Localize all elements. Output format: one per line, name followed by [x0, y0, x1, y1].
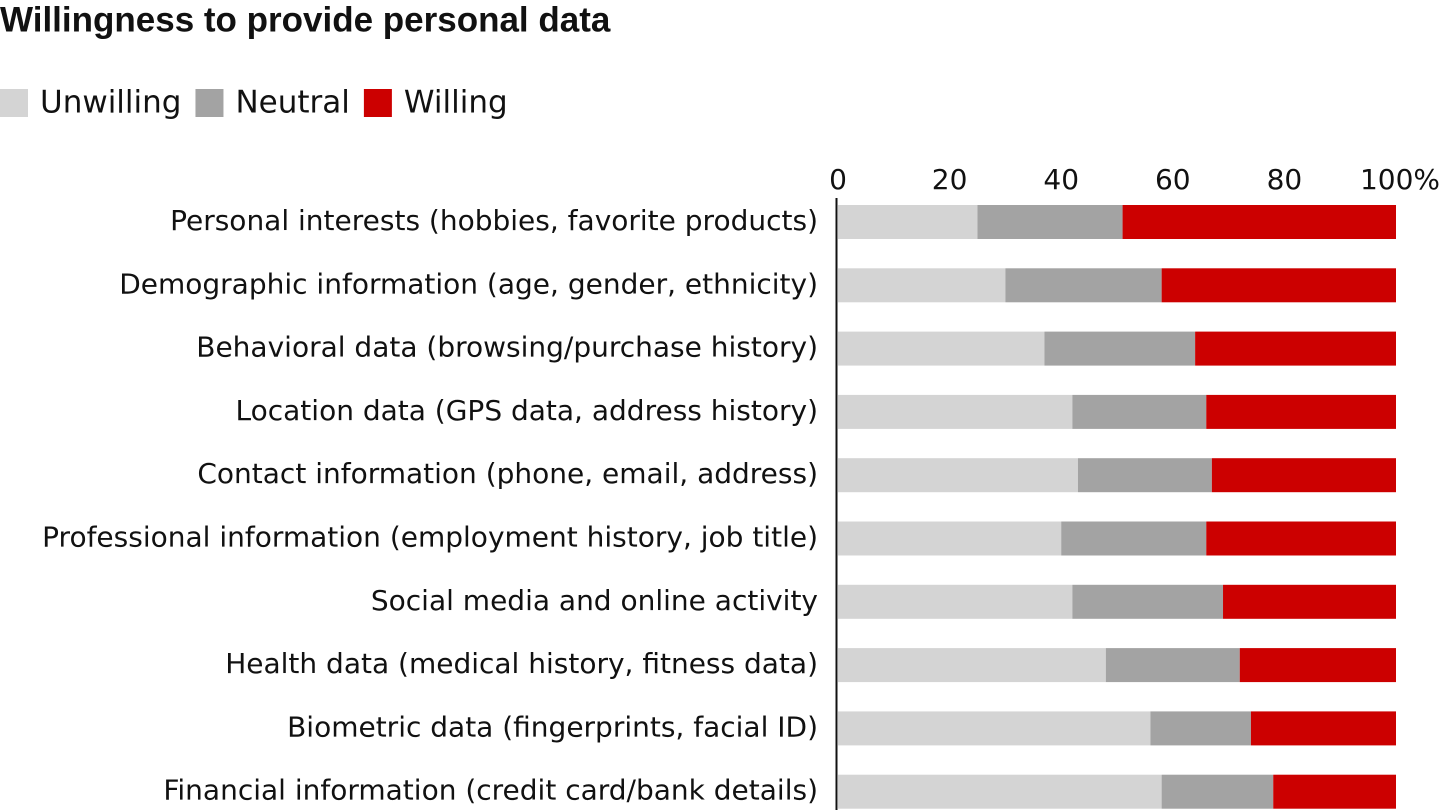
bar-segment — [838, 458, 1078, 493]
bar-segment — [838, 648, 1106, 683]
y-tick-label: Social media and online activity — [371, 584, 818, 617]
bar-segment — [1077, 458, 1212, 493]
legend-swatch — [363, 89, 392, 117]
bar-segment — [1206, 521, 1396, 556]
y-tick-label: Personal interests (hobbies, favorite pr… — [170, 204, 818, 237]
x-tick-label: 20 — [932, 163, 968, 196]
y-tick-label: Contact information (phone, email, addre… — [197, 457, 818, 490]
x-tick-label: 40 — [1043, 163, 1079, 196]
bar-segment — [838, 205, 978, 239]
y-tick-label: Biometric data (fingerprints, facial ID) — [287, 710, 818, 743]
y-tick-label: Financial information (credit card/bank … — [163, 774, 818, 807]
y-tick-label: Demographic information (age, gender, et… — [119, 267, 818, 300]
legend-label: Neutral — [235, 85, 349, 121]
bar-segment — [838, 268, 1006, 303]
bar-segment — [1239, 648, 1396, 683]
bar-segment — [1273, 774, 1396, 809]
y-tick-label: Location data (GPS data, address history… — [236, 394, 818, 427]
bar-segment — [1161, 774, 1274, 809]
bar-segment — [838, 521, 1062, 556]
legend-label: Willing — [404, 85, 508, 121]
bar-segment — [1195, 331, 1396, 366]
bar-segment — [1005, 268, 1162, 303]
legend-swatch — [195, 89, 224, 117]
bar-segment — [1206, 394, 1396, 429]
legend-label: Unwilling — [40, 85, 181, 121]
bar-segment — [1161, 268, 1396, 303]
x-tick-label: 100% — [1360, 163, 1440, 196]
bar-segment — [1072, 584, 1224, 619]
y-tick-label: Health data (medical history, fitness da… — [225, 647, 818, 680]
bar-segment — [838, 584, 1073, 619]
bar-segment — [1105, 648, 1240, 683]
x-tick-label: 80 — [1267, 163, 1303, 196]
bar-segment — [838, 774, 1162, 809]
bar-segment — [1250, 711, 1396, 746]
bar-segment — [1044, 331, 1196, 366]
x-tick-label: 60 — [1155, 163, 1191, 196]
legend-swatch — [0, 89, 28, 117]
bar-segment — [1122, 205, 1396, 239]
bar-segment — [977, 205, 1123, 239]
bar-segment — [838, 394, 1073, 429]
bar-segment — [1150, 711, 1251, 746]
chart-title: Willingness to provide personal data — [0, 0, 611, 39]
bar-segment — [838, 331, 1045, 366]
y-tick-label: Professional information (employment his… — [42, 521, 818, 554]
bar-segment — [1223, 584, 1396, 619]
y-tick-label: Behavioral data (browsing/purchase histo… — [196, 331, 818, 364]
bar-segment — [838, 711, 1151, 746]
bar-segment — [1072, 394, 1207, 429]
bar-segment — [1061, 521, 1207, 556]
x-tick-label: 0 — [829, 163, 847, 196]
bar-segment — [1211, 458, 1396, 493]
